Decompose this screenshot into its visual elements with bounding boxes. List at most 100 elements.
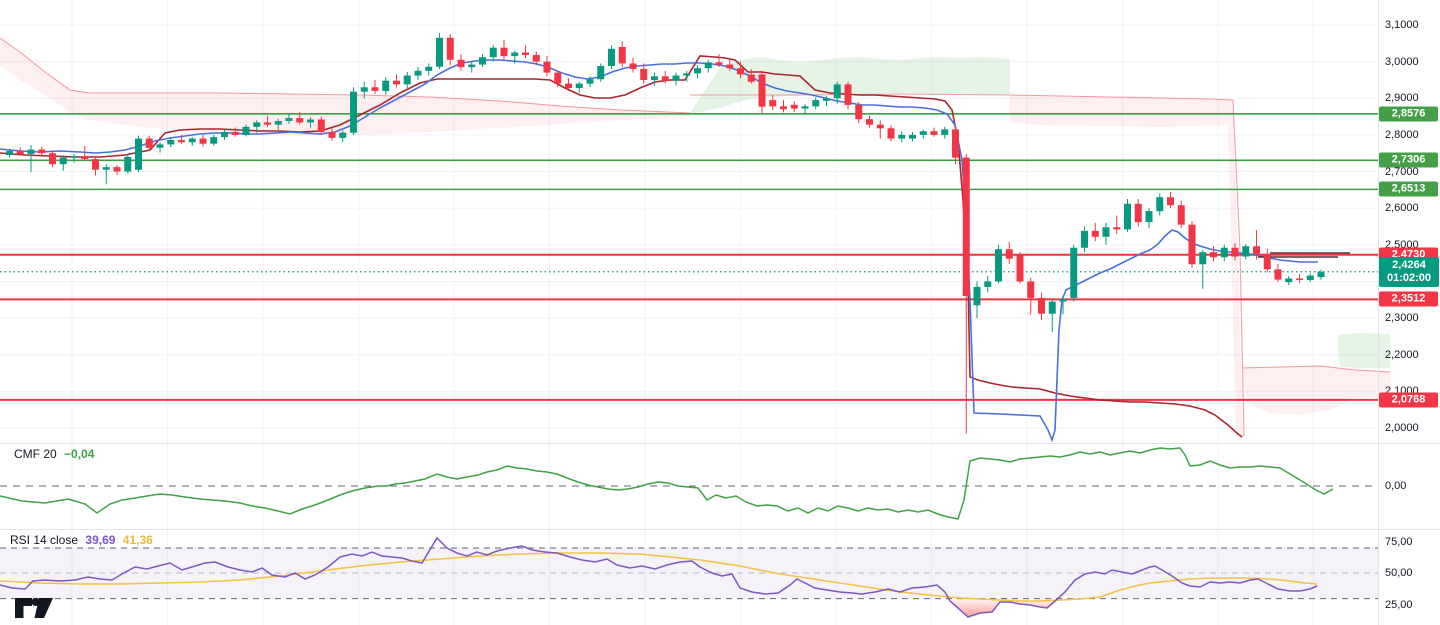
candle-body	[1005, 249, 1013, 259]
candle-body	[16, 151, 24, 154]
candle-body	[1134, 203, 1142, 223]
candle-body	[49, 153, 56, 165]
cmf-line	[0, 447, 1334, 520]
candle-body	[704, 62, 712, 69]
candle-body	[6, 151, 13, 156]
candle-body	[1102, 227, 1110, 237]
candle-body	[1124, 203, 1131, 230]
ichimoku-cloud	[0, 38, 690, 135]
candle-body	[1263, 253, 1271, 270]
price-level-badge: 2,3512	[1379, 291, 1438, 307]
last-price-badge[interactable]: 2,4264 01:02:00	[1379, 256, 1439, 287]
candle-body	[307, 119, 314, 123]
last-price-value: 2,4264	[1392, 258, 1426, 271]
candle-body	[747, 74, 755, 82]
candle-body	[919, 131, 927, 135]
rsi-value: 39,69	[85, 533, 116, 547]
price-axis-label: 2,0000	[1385, 421, 1419, 434]
candle-body	[640, 68, 648, 80]
candle-body	[586, 79, 594, 84]
rsi-line	[0, 536, 1318, 618]
candle-body	[221, 131, 228, 138]
price-scale-axis[interactable]: 3,1000 3,0000 2,9000 2,8000 2,7000 2,6000 2,50…	[1378, 0, 1440, 625]
candle-body	[414, 70, 422, 76]
candle-body	[1156, 197, 1164, 212]
candle-body	[1016, 254, 1024, 282]
candle-body	[930, 131, 938, 135]
candle-body	[264, 122, 271, 125]
candle-body	[113, 167, 121, 172]
candle-body	[253, 122, 261, 127]
tradingview-logo[interactable]	[14, 596, 54, 620]
candle-body	[124, 156, 132, 172]
rsi-indicator-label[interactable]: RSI 14 close 39,69 41,36	[10, 533, 153, 547]
candle-body	[1253, 246, 1260, 254]
price-axis-label: 2,2000	[1385, 348, 1419, 361]
cmf-title: CMF 20	[14, 447, 57, 461]
candle-body	[801, 106, 809, 109]
candle-body	[27, 149, 35, 154]
price-level-badge: 2,8576	[1379, 106, 1438, 122]
candle-body	[457, 59, 465, 68]
candle-body	[758, 74, 766, 107]
candle-body	[780, 106, 787, 110]
cmf-axis-label: 0,00	[1385, 480, 1407, 492]
senkou-line	[0, 37, 691, 114]
candle-body	[565, 83, 572, 89]
candle-body	[1059, 299, 1067, 302]
price-level-badge: 2,0768	[1379, 392, 1438, 408]
candle-body	[1231, 247, 1239, 257]
cmf-indicator-label[interactable]: CMF 20 −0,04	[14, 447, 94, 461]
candle-body	[511, 52, 519, 57]
candle-body	[382, 80, 390, 91]
price-axis-label: 2,6000	[1385, 202, 1419, 215]
price-axis-label: 3,0000	[1385, 55, 1419, 68]
candle-body	[403, 75, 411, 85]
candle-body	[844, 84, 852, 105]
price-axis-label: 2,9000	[1385, 92, 1419, 105]
rsi-ma-line	[0, 552, 1318, 602]
candle-body	[167, 140, 175, 145]
candle-body	[242, 126, 250, 135]
candle-body	[360, 87, 368, 92]
bar-countdown: 01:02:00	[1386, 271, 1432, 284]
candle-body	[231, 131, 239, 135]
candle-body	[425, 66, 433, 71]
price-axis-label: 2,8000	[1385, 128, 1419, 141]
candle-body	[479, 57, 486, 65]
candle-body	[694, 68, 701, 74]
tenkan-line	[0, 59, 1318, 443]
candle-body	[145, 138, 153, 148]
candle-body	[866, 119, 873, 125]
candle-body	[790, 104, 798, 109]
candle-body	[672, 75, 680, 81]
candle-body	[629, 63, 637, 69]
candle-body	[683, 73, 691, 76]
price-axis-label: 3,1000	[1385, 19, 1419, 31]
rsi-title: RSI 14 close	[10, 533, 79, 547]
candle-body	[952, 129, 959, 158]
candle-body	[59, 157, 67, 165]
candle-body	[962, 157, 970, 297]
candle-body	[393, 80, 400, 85]
candle-body	[1145, 211, 1153, 223]
candle-body	[1048, 301, 1056, 314]
candle-body	[833, 84, 841, 99]
candle-body	[1113, 227, 1121, 230]
rsi-axis-label: 75,00	[1385, 535, 1413, 548]
candle-body	[812, 100, 820, 107]
candle-body	[522, 52, 529, 56]
candle-body	[941, 129, 949, 135]
candle-body	[102, 167, 110, 170]
candle-body	[715, 62, 723, 65]
ichimoku-cloud	[1242, 366, 1390, 415]
candle-body	[178, 140, 185, 143]
candle-body	[737, 68, 744, 75]
candle-body	[608, 48, 615, 67]
candle-body	[855, 104, 863, 120]
candle-body	[1296, 278, 1303, 280]
ichimoku-cloud	[1010, 95, 1243, 437]
candle-body	[317, 119, 325, 132]
candle-body	[350, 91, 357, 133]
